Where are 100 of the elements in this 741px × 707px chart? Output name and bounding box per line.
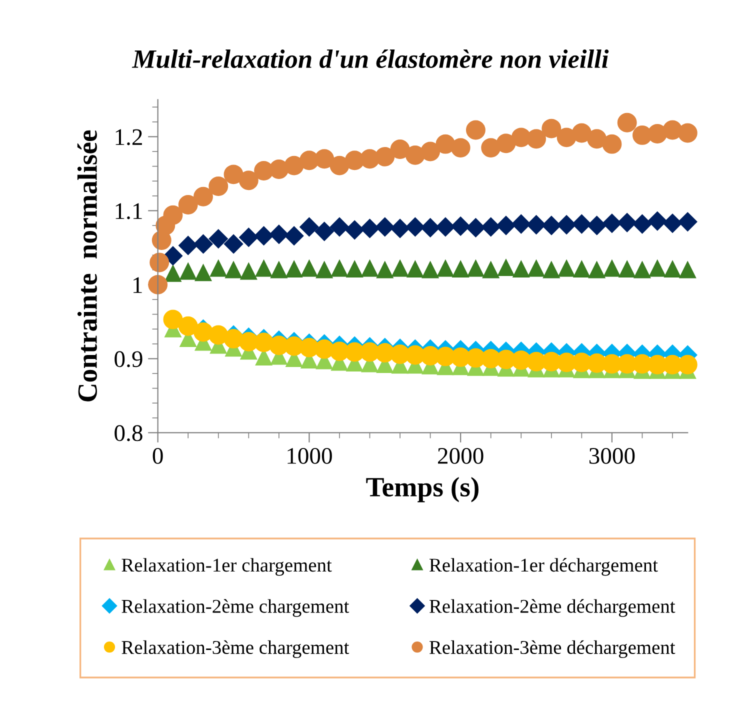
point	[346, 260, 363, 278]
point	[496, 134, 516, 154]
point	[602, 214, 622, 233]
legend-label: Relaxation-1er chargement	[122, 558, 332, 576]
point	[300, 217, 319, 236]
point	[269, 160, 289, 179]
point	[679, 262, 696, 278]
point	[392, 260, 408, 277]
chart-title: Multi-relaxation d'un élastomère non vieilli	[132, 49, 609, 68]
point	[526, 215, 546, 234]
point	[208, 229, 228, 248]
point	[269, 224, 288, 244]
point	[542, 118, 562, 138]
point	[376, 262, 394, 278]
x-tick-label: 0	[152, 448, 163, 464]
point	[556, 128, 576, 148]
point	[405, 145, 425, 165]
point	[300, 260, 318, 277]
point	[148, 274, 168, 294]
point	[587, 216, 606, 236]
point	[314, 149, 334, 169]
point	[572, 123, 592, 143]
point	[649, 260, 666, 277]
point	[375, 146, 395, 166]
point	[360, 218, 380, 238]
point	[481, 138, 501, 158]
point	[528, 260, 545, 277]
point	[542, 216, 561, 236]
x-axis-title: Temps (s)	[366, 477, 479, 502]
point	[557, 215, 576, 234]
point	[345, 220, 364, 240]
y-tick-label: 0.9	[114, 351, 142, 368]
point	[224, 328, 244, 348]
point	[422, 262, 439, 278]
point	[163, 310, 183, 330]
point	[604, 260, 620, 277]
point	[361, 260, 378, 277]
point	[543, 262, 560, 278]
point	[436, 217, 455, 236]
point	[678, 123, 698, 143]
legend-label: Relaxation-2ème déchargement	[429, 599, 676, 617]
point	[194, 264, 212, 282]
point	[482, 262, 500, 278]
point	[330, 156, 350, 176]
point	[150, 252, 170, 272]
point	[664, 260, 681, 278]
point	[618, 212, 637, 232]
point	[558, 260, 575, 277]
point	[420, 142, 440, 162]
point	[618, 260, 636, 278]
point	[225, 262, 242, 278]
y-tick-label: 0.8	[114, 425, 142, 442]
point	[466, 120, 486, 140]
point	[390, 218, 410, 238]
point	[572, 214, 592, 234]
point	[254, 226, 274, 246]
legend-label: Relaxation-3ème chargement	[122, 640, 350, 658]
x-tick-label: 1000	[288, 448, 332, 464]
legend-label: Relaxation-2ème chargement	[122, 599, 350, 617]
point	[648, 212, 667, 231]
legend-label: Relaxation-3ème déchargement	[429, 640, 676, 658]
point	[587, 129, 607, 149]
x-tick-label: 3000	[589, 448, 635, 464]
y-tick-label: 1	[134, 277, 142, 293]
point	[437, 260, 454, 277]
point	[450, 138, 470, 158]
point	[178, 316, 198, 336]
point	[466, 218, 486, 238]
point	[331, 260, 348, 277]
point	[406, 217, 425, 236]
point	[330, 217, 350, 236]
point	[648, 124, 668, 144]
point	[255, 260, 272, 277]
point	[224, 234, 244, 254]
point	[588, 262, 606, 278]
point	[498, 259, 514, 276]
point	[481, 217, 500, 236]
point	[238, 170, 258, 190]
point	[512, 260, 530, 278]
point	[163, 205, 183, 225]
point	[436, 134, 456, 154]
point	[632, 214, 652, 234]
x-tick-label: 2000	[438, 448, 484, 464]
point	[375, 217, 394, 236]
point	[662, 214, 682, 233]
y-tick-label: 1.1	[116, 203, 142, 220]
y-axis-title: Contrainte normalisée	[77, 130, 97, 402]
point	[452, 260, 469, 278]
point	[406, 260, 424, 278]
point	[210, 260, 227, 277]
point	[496, 216, 516, 236]
point	[270, 262, 288, 278]
point	[163, 246, 183, 266]
point	[208, 176, 228, 196]
point	[526, 129, 546, 149]
point	[467, 260, 484, 277]
point	[178, 236, 198, 255]
point	[194, 186, 213, 206]
point	[239, 228, 258, 247]
y-tick-label: 1.2	[116, 129, 142, 146]
